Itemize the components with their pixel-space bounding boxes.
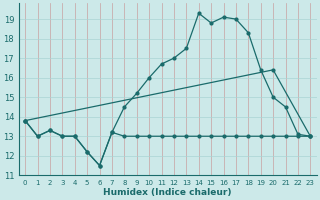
X-axis label: Humidex (Indice chaleur): Humidex (Indice chaleur) (103, 188, 232, 197)
